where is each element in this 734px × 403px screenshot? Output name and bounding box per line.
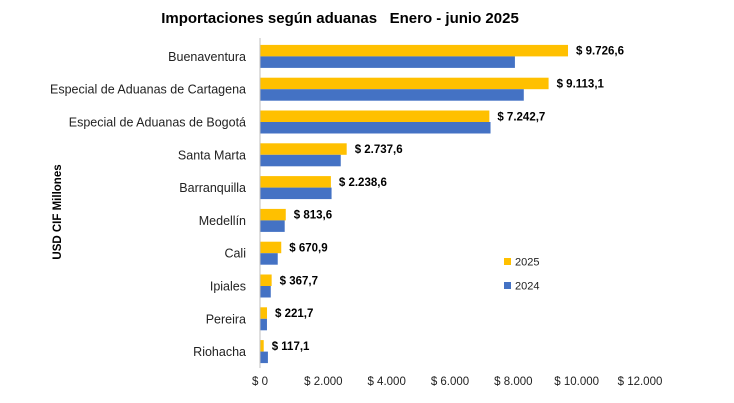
bar-2024: [260, 122, 491, 134]
bar-2024: [260, 56, 515, 68]
bar-2025: [260, 274, 272, 286]
category-label: Ipiales: [210, 280, 246, 294]
y-axis-label: USD CIF Millones: [52, 164, 64, 259]
bar-series: [260, 44, 569, 364]
chart-title: Importaciones según aduanas Enero - juni…: [161, 10, 519, 27]
category-label: Especial de Aduanas de Bogotá: [69, 116, 246, 130]
category-label: Especial de Aduanas de Cartagena: [50, 83, 246, 97]
x-tick-label: $ 8.000: [494, 376, 532, 388]
legend-entry: 2024: [515, 281, 539, 293]
category-label: Cali: [224, 247, 246, 261]
bar-2025: [260, 77, 549, 90]
bar-2025: [260, 208, 286, 221]
x-axis-ticks: $ 0 $ 2.000 $ 4.000 $ 6.000 $ 8.000 $ 10.000 $…: [252, 376, 662, 388]
x-tick-label: $ 4.000: [367, 376, 405, 388]
category-label: Pereira: [206, 312, 246, 326]
data-labels: $ 9.726,6 $ 9.113,1 $ 7.242,7 $ 2.737,6 $ 2.…: [272, 46, 624, 353]
data-label-2025: $ 2.238,6: [339, 177, 387, 189]
bar-2024: [260, 351, 268, 364]
bar-2024: [260, 318, 267, 331]
x-tick-label: $ 2.000: [304, 376, 342, 388]
bar-2024: [260, 253, 278, 265]
data-label-2025: $ 670,9: [289, 242, 327, 254]
x-tick-label: $ 12.000: [618, 376, 663, 388]
data-label-2025: $ 367,7: [280, 275, 318, 287]
data-label-2025: $ 221,7: [275, 308, 313, 320]
bar-2025: [260, 340, 264, 352]
legend-swatch: [504, 282, 511, 289]
data-label-2025: $ 9.726,6: [576, 46, 624, 58]
bar-2024: [260, 154, 341, 167]
data-label-2025: $ 2.737,6: [355, 144, 403, 156]
category-labels: Buenaventura Especial de Aduanas de Carta…: [50, 50, 246, 359]
bar-2024: [260, 286, 271, 298]
category-label: Buenaventura: [168, 50, 246, 64]
category-label: Santa Marta: [178, 148, 246, 162]
data-label-2025: $ 7.242,7: [497, 111, 545, 123]
bar-2024: [260, 89, 524, 101]
legend-entry: 2025: [515, 257, 539, 269]
data-label-2025: $ 9.113,1: [557, 78, 605, 90]
bar-2025: [260, 143, 347, 155]
bar-2024: [260, 220, 285, 232]
x-tick-label: $ 10.000: [554, 376, 599, 388]
bar-2025: [260, 176, 331, 188]
bar-2025: [260, 44, 569, 57]
bar-2025: [260, 307, 268, 319]
bar-2025: [260, 110, 490, 122]
category-label: Riohacha: [193, 345, 246, 359]
data-label-2025: $ 813,6: [294, 210, 332, 222]
category-label: Medellín: [199, 214, 246, 228]
x-tick-label: $ 0: [252, 376, 268, 388]
data-label-2025: $ 117,1: [272, 341, 310, 353]
bar-2024: [260, 187, 332, 200]
category-label: Barranquilla: [179, 181, 246, 195]
legend: 2025 2024: [504, 257, 539, 293]
x-tick-label: $ 6.000: [431, 376, 469, 388]
legend-swatch: [504, 258, 511, 265]
bar-2025: [260, 241, 282, 254]
